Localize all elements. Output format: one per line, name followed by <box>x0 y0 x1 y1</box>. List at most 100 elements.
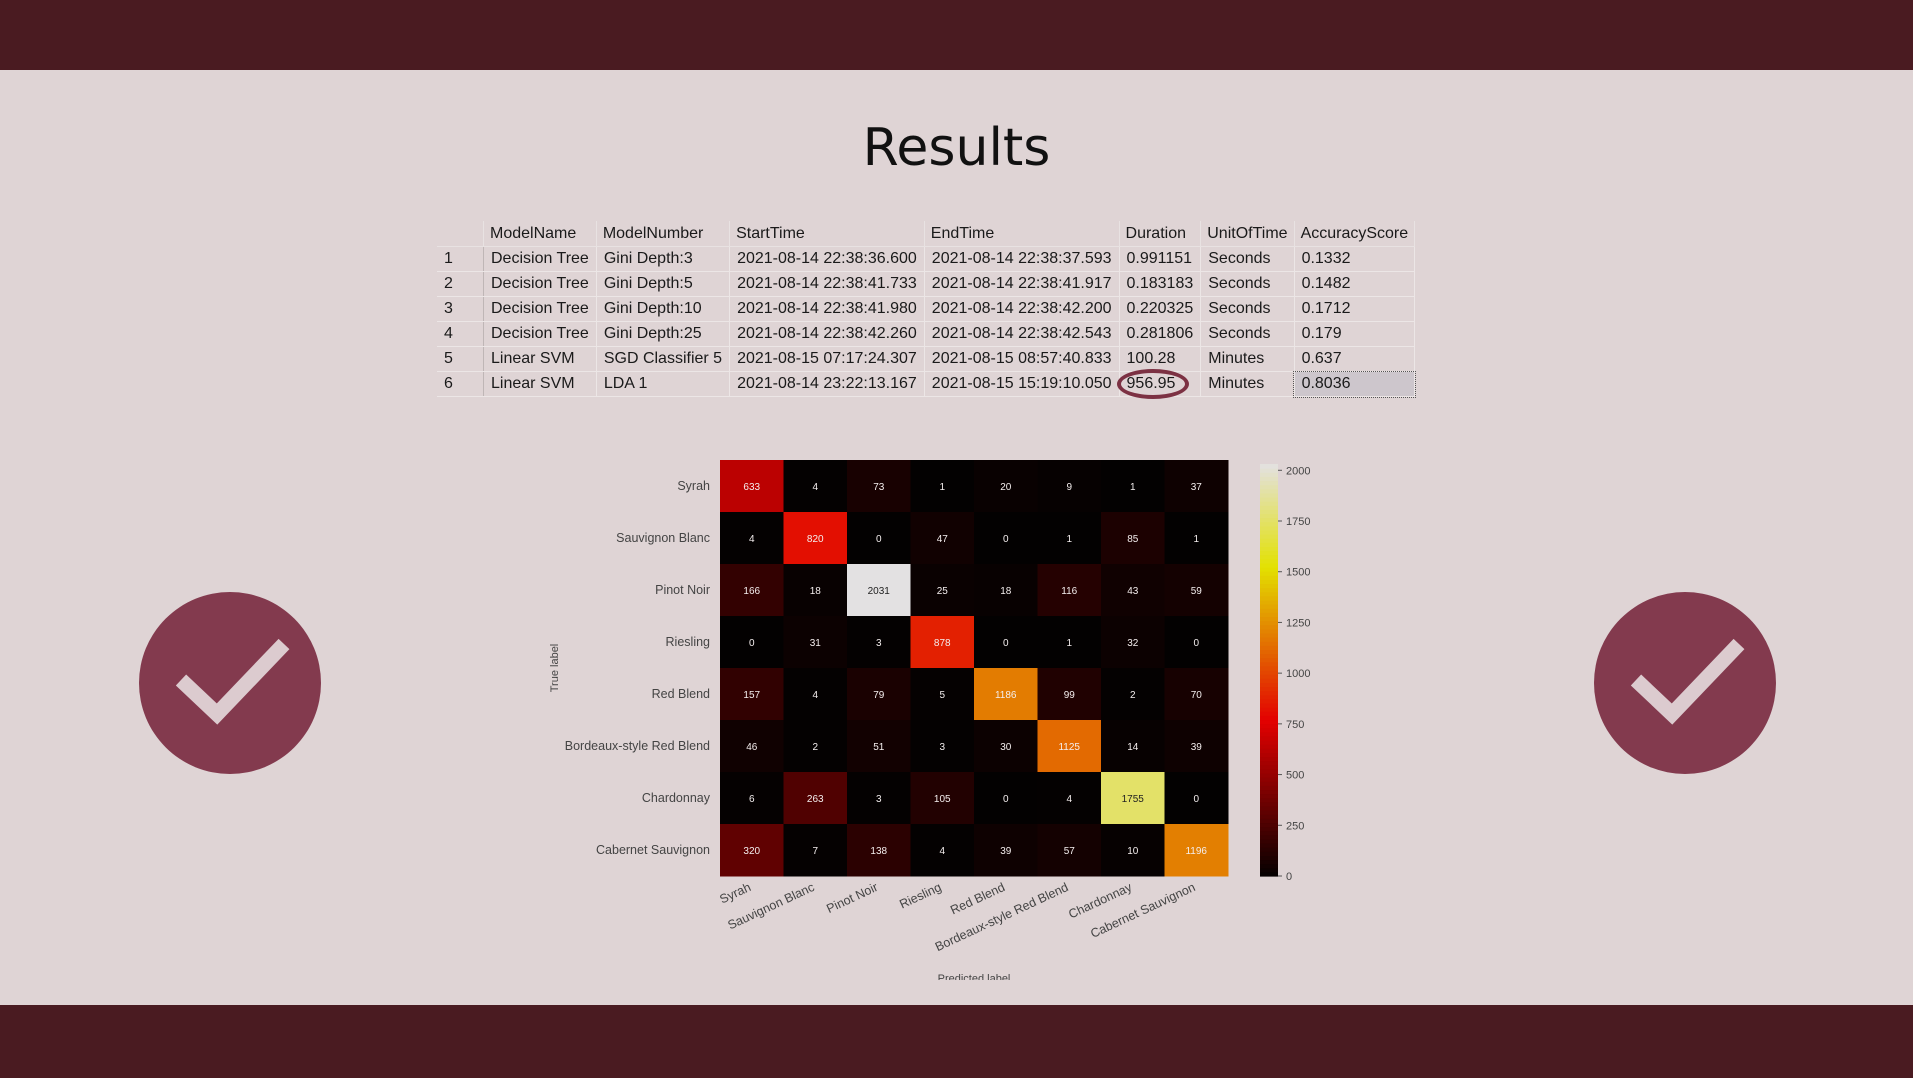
column-header: StartTime <box>729 221 925 247</box>
cell-duration: 100.28 <box>1119 346 1202 372</box>
heatmap-cell <box>1101 720 1165 773</box>
cell-start-time: 2021-08-14 22:38:42.260 <box>729 321 925 347</box>
colorbar-segment <box>1260 674 1278 679</box>
colorbar-segment <box>1260 805 1278 811</box>
colorbar-segment <box>1260 542 1278 547</box>
heatmap-cell <box>1164 564 1229 617</box>
heatmap-cell <box>1101 824 1165 877</box>
cell-model-name: Linear SVM <box>483 346 597 372</box>
colorbar-segment <box>1260 534 1278 539</box>
y-tick-label: Chardonnay <box>642 791 711 805</box>
colorbar-segment <box>1260 620 1278 626</box>
colorbar-segment <box>1260 558 1278 564</box>
cell-value-label: 1 <box>1066 638 1072 649</box>
cell-model-name: Decision Tree <box>483 271 597 297</box>
heatmap-cell <box>847 512 911 565</box>
cell-value-label: 73 <box>873 482 885 493</box>
table-row: 5 Linear SVM SGD Classifier 5 2021-08-15… <box>437 346 1416 372</box>
cell-value-label: 30 <box>1000 742 1012 753</box>
cell-value-label: 47 <box>937 534 949 545</box>
cell-start-time: 2021-08-15 07:17:24.307 <box>729 346 925 372</box>
heatmap-cell <box>720 564 784 617</box>
heatmap-cell <box>1164 668 1229 721</box>
heatmap-cell <box>1037 824 1102 877</box>
colorbar-segment <box>1260 525 1278 531</box>
cell-value-label: 57 <box>1064 846 1076 857</box>
cell-model-number: Gini Depth:10 <box>596 296 731 322</box>
cell-value-label: 105 <box>934 794 951 805</box>
colorbar-segment <box>1260 480 1278 486</box>
table-row: 1 Decision Tree Gini Depth:3 2021-08-14 … <box>437 246 1416 272</box>
cell-value-label: 31 <box>810 638 822 649</box>
colorbar-tick-label: 1000 <box>1286 668 1310 680</box>
heatmap-cell <box>1164 720 1229 773</box>
cell-value-label: 1 <box>1066 534 1072 545</box>
cell-unit-of-time: Seconds <box>1200 271 1295 297</box>
cell-model-number: Gini Depth:5 <box>596 271 731 297</box>
column-header: ModelName <box>483 221 597 247</box>
colorbar-segment <box>1260 752 1278 758</box>
cell-value-label: 0 <box>1003 638 1009 649</box>
heatmap-cell <box>910 616 975 669</box>
cell-accuracy-score: 0.637 <box>1294 346 1416 372</box>
cell-accuracy-score-selected[interactable]: 0.8036 <box>1293 370 1416 398</box>
y-axis-label: True label <box>549 644 561 693</box>
heatmap-cell <box>1101 460 1165 513</box>
colorbar-segment <box>1260 641 1278 646</box>
colorbar-segment <box>1260 740 1278 745</box>
cell-value-label: 37 <box>1191 482 1203 493</box>
colorbar-segment <box>1260 496 1278 502</box>
cell-model-number: Gini Depth:3 <box>596 246 731 272</box>
colorbar-segment <box>1260 661 1278 667</box>
heatmap-cell <box>847 720 911 773</box>
heatmap-cell <box>1164 512 1229 565</box>
colorbar-segment <box>1260 608 1278 613</box>
colorbar-segment <box>1260 513 1278 519</box>
heatmap-cell <box>974 720 1038 773</box>
cell-accuracy-score: 0.1482 <box>1294 271 1416 297</box>
cell-model-number: LDA 1 <box>596 371 731 397</box>
colorbar-segment <box>1260 818 1278 824</box>
table-row: 2 Decision Tree Gini Depth:5 2021-08-14 … <box>437 271 1416 297</box>
cell-accuracy-score: 0.1332 <box>1294 246 1416 272</box>
colorbar-segment <box>1260 517 1278 523</box>
heatmap-cell <box>783 772 848 825</box>
y-tick-label: Pinot Noir <box>655 583 710 597</box>
cell-value-label: 4 <box>749 534 755 545</box>
highlight-circle <box>1116 369 1189 399</box>
colorbar-segment <box>1260 468 1278 473</box>
x-tick-label: Pinot Noir <box>824 880 880 916</box>
heatmap-cell <box>847 772 911 825</box>
colorbar-segment <box>1260 472 1278 477</box>
colorbar-segment <box>1260 583 1278 589</box>
colorbar-segment <box>1260 571 1278 576</box>
colorbar-segment <box>1260 579 1278 585</box>
colorbar-segment <box>1260 690 1278 696</box>
colorbar-segment <box>1260 595 1278 601</box>
colorbar-tick-label: 2000 <box>1286 465 1310 477</box>
cell-value-label: 0 <box>749 638 755 649</box>
colorbar-segment <box>1260 657 1278 663</box>
cell-end-time: 2021-08-15 15:19:10.050 <box>924 371 1120 397</box>
colorbar-segment <box>1260 756 1278 762</box>
cell-start-time: 2021-08-14 22:38:41.733 <box>729 271 925 297</box>
colorbar-tick-label: 0 <box>1286 871 1292 883</box>
colorbar-segment <box>1260 847 1278 852</box>
cell-duration: 0.281806 <box>1119 321 1202 347</box>
colorbar-segment <box>1260 855 1278 861</box>
colorbar-segment <box>1260 731 1278 737</box>
colorbar-segment <box>1260 871 1278 877</box>
heatmap-cell <box>1037 512 1102 565</box>
colorbar-segment <box>1260 604 1278 609</box>
heatmap-cell <box>1101 772 1165 825</box>
colorbar-segment <box>1260 727 1278 733</box>
colorbar-segment <box>1260 616 1278 622</box>
cell-value-label: 138 <box>870 846 887 857</box>
results-table: ModelName ModelNumber StartTime EndTime … <box>437 221 1416 399</box>
cell-value-label: 633 <box>743 482 760 493</box>
colorbar-segment <box>1260 686 1278 692</box>
cell-value-label: 10 <box>1127 846 1139 857</box>
row-index: 5 <box>437 346 484 372</box>
cell-value-label: 878 <box>934 638 951 649</box>
cell-value-label: 1 <box>1130 482 1136 493</box>
